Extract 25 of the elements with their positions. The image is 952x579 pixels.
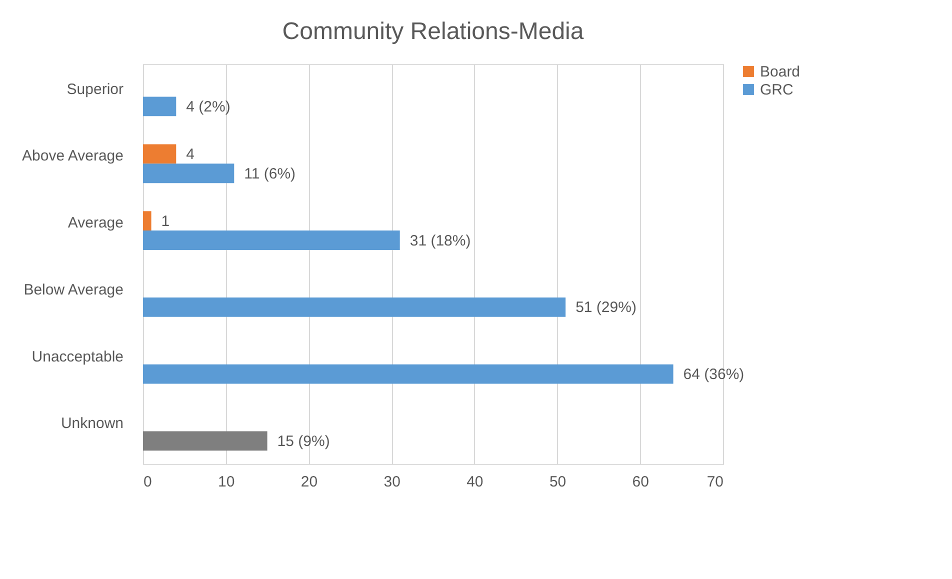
data-label: 4: [186, 146, 194, 163]
data-label: 4 (2%): [186, 98, 230, 116]
data-label: 64 (36%): [683, 366, 744, 384]
y-tick-label: Above Average: [22, 148, 124, 165]
y-tick-label: Below Average: [24, 281, 124, 298]
data-label: 11 (6%): [244, 165, 296, 182]
chart-title: Community Relations-Media: [282, 18, 584, 45]
legend-label: Board: [760, 64, 800, 80]
x-tick-label: 10: [218, 474, 235, 490]
legend-label: GRC: [760, 82, 794, 98]
y-tick-label: Unacceptable: [32, 348, 124, 366]
x-tick-label: 20: [300, 474, 318, 490]
data-label: 15 (9%): [277, 432, 330, 450]
y-tick-label: Average: [68, 214, 124, 232]
x-tick-label: 60: [632, 474, 649, 490]
x-tick-label: 30: [384, 474, 400, 490]
x-tick-label: 0: [144, 474, 152, 490]
data-label: 31 (18%): [410, 232, 471, 250]
y-tick-label: Unknown: [60, 415, 124, 432]
data-label: 1: [161, 212, 170, 230]
x-tick-label: 50: [549, 474, 566, 490]
x-tick-label: 40: [466, 474, 484, 490]
x-tick-label: 70: [706, 474, 724, 490]
data-label: 51 (29%): [576, 299, 636, 316]
y-tick-label: Superior: [66, 80, 124, 98]
